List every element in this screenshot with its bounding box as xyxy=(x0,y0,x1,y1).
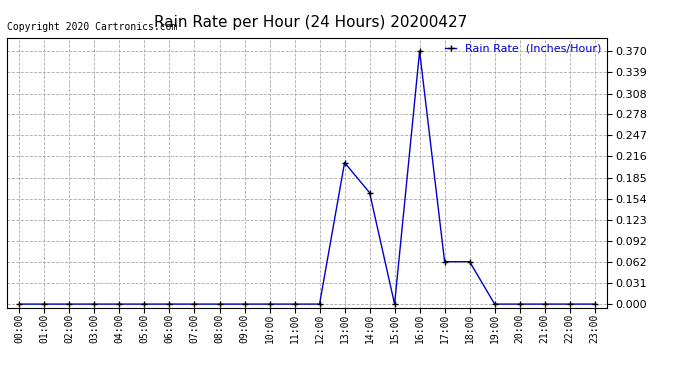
Rain Rate  (Inches/Hour) xyxy=(566,302,574,306)
Text: Rain Rate per Hour (24 Hours) 20200427: Rain Rate per Hour (24 Hours) 20200427 xyxy=(154,15,467,30)
Rain Rate  (Inches/Hour) xyxy=(391,302,399,306)
Rain Rate  (Inches/Hour) xyxy=(115,302,124,306)
Rain Rate  (Inches/Hour) xyxy=(440,260,449,264)
Rain Rate  (Inches/Hour) xyxy=(40,302,48,306)
Rain Rate  (Inches/Hour) xyxy=(190,302,199,306)
Legend: Rain Rate  (Inches/Hour): Rain Rate (Inches/Hour) xyxy=(445,43,602,53)
Rain Rate  (Inches/Hour) xyxy=(340,160,348,165)
Rain Rate  (Inches/Hour) xyxy=(591,302,599,306)
Rain Rate  (Inches/Hour) xyxy=(140,302,148,306)
Line: Rain Rate  (Inches/Hour): Rain Rate (Inches/Hour) xyxy=(17,48,598,307)
Rain Rate  (Inches/Hour) xyxy=(166,302,174,306)
Rain Rate  (Inches/Hour) xyxy=(240,302,248,306)
Rain Rate  (Inches/Hour) xyxy=(466,260,474,264)
Rain Rate  (Inches/Hour) xyxy=(515,302,524,306)
Rain Rate  (Inches/Hour) xyxy=(15,302,23,306)
Rain Rate  (Inches/Hour) xyxy=(366,190,374,195)
Rain Rate  (Inches/Hour) xyxy=(491,302,499,306)
Rain Rate  (Inches/Hour) xyxy=(315,302,324,306)
Rain Rate  (Inches/Hour) xyxy=(215,302,224,306)
Rain Rate  (Inches/Hour) xyxy=(540,302,549,306)
Rain Rate  (Inches/Hour) xyxy=(266,302,274,306)
Rain Rate  (Inches/Hour) xyxy=(415,49,424,53)
Text: Copyright 2020 Cartronics.com: Copyright 2020 Cartronics.com xyxy=(7,22,177,32)
Rain Rate  (Inches/Hour) xyxy=(90,302,99,306)
Rain Rate  (Inches/Hour) xyxy=(66,302,74,306)
Rain Rate  (Inches/Hour) xyxy=(290,302,299,306)
